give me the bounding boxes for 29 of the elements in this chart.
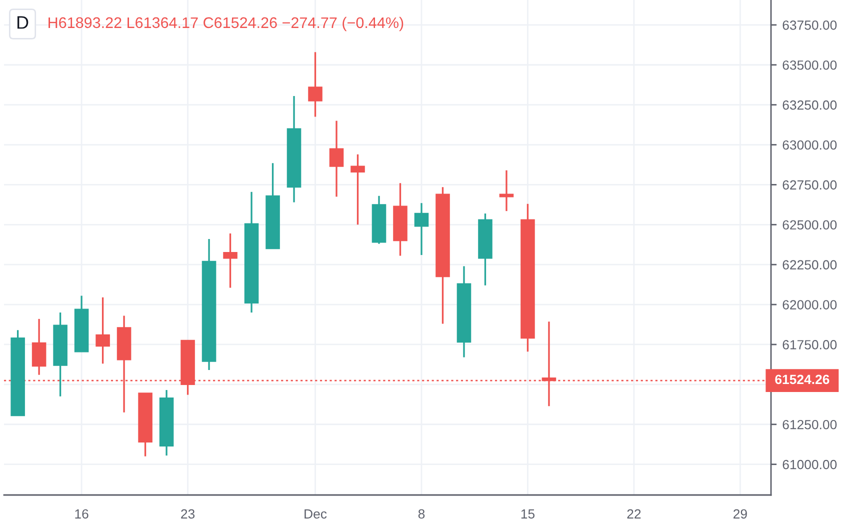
x-tick-label: 22 [627,509,641,518]
candlestick [308,51,322,118]
y-tick-label: 61250.00 [782,420,837,430]
y-tick-label: 61000.00 [782,460,837,470]
y-tick-label: 63000.00 [782,140,837,150]
y-tick-label: 62750.00 [782,180,837,190]
x-tick-label: Dec [304,509,327,519]
text: D [17,16,28,29]
candlestick [350,154,365,226]
candlestick [414,202,429,256]
x-tick-label: 23 [181,509,195,519]
y-tick-label: 62500.00 [782,220,837,230]
y-tick-label: 63250.00 [782,100,837,110]
y-tick-label: 63500.00 [782,60,837,70]
candlestick [32,318,46,376]
x-tick-label: 29 [734,509,747,519]
candlestick [223,232,238,289]
y-tick-label: 62000.00 [782,300,837,310]
candlestick [499,169,514,212]
x-tick-label: 15 [521,509,535,519]
x-tick-label: 8 [418,509,425,519]
x-tick-label: 16 [75,509,88,519]
ref-line-label: 61524.26 [775,374,830,384]
candlestick [96,296,110,364]
y-tick-label: 62250.00 [782,260,837,270]
text: H61893.22 L61364.17 C61524.26 −274.77 (−0.44%) [48,16,404,32]
candlestick [329,120,344,198]
y-tick-label: 63750.00 [782,20,837,30]
y-tick-label: 61750.00 [782,340,837,350]
